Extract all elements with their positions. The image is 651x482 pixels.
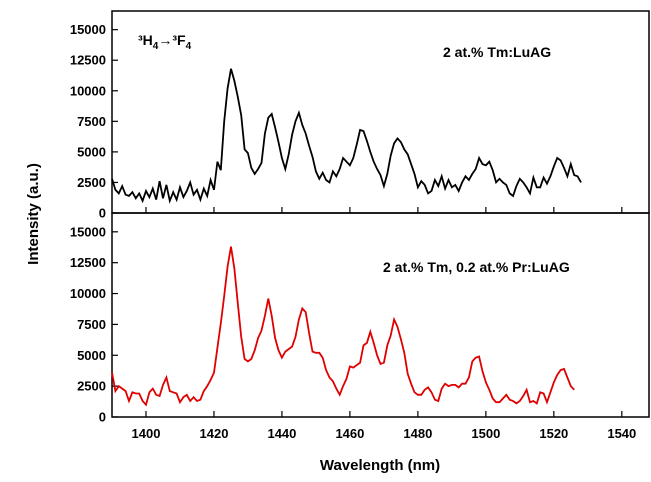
top-y-tick-label: 7500 [77, 114, 106, 129]
x-tick-label: 1420 [200, 426, 229, 441]
x-tick-label: 1440 [267, 426, 296, 441]
bottom-panel-frame [111, 212, 650, 418]
bottom-y-tick-label: 12500 [70, 255, 106, 270]
bottom-y-tick-label: 2500 [77, 379, 106, 394]
top-y-axis: 0 2500 5000 7500 10000 12500 15000 [70, 22, 118, 221]
x-tick-label: 1480 [403, 426, 432, 441]
transition-annotation: ³H4→³F4 [138, 32, 192, 52]
top-sample-label: 2 at.% Tm:LuAG [443, 44, 551, 60]
y-axis-title: Intensity (a.u.) [25, 163, 42, 265]
top-y-tick-label: 0 [99, 206, 106, 221]
bottom-y-tick-label: 5000 [77, 348, 106, 363]
x-axis: 1400 1420 1440 1460 1480 1500 1520 1540 [132, 207, 636, 441]
bottom-y-tick-label: 7500 [77, 317, 106, 332]
bottom-series-line [111, 246, 575, 407]
bottom-y-axis: 0 2500 5000 7500 10000 12500 15000 [70, 224, 118, 425]
x-tick-label: 1460 [335, 426, 364, 441]
x-tick-label: 1400 [132, 426, 161, 441]
bottom-y-tick-label: 15000 [70, 224, 106, 239]
x-tick-label: 1540 [607, 426, 636, 441]
top-y-tick-label: 15000 [70, 22, 106, 37]
top-y-tick-label: 12500 [70, 53, 106, 68]
top-y-tick-label: 10000 [70, 83, 106, 98]
bottom-sample-label: 2 at.% Tm, 0.2 at.% Pr:LuAG [383, 259, 570, 275]
x-axis-title: Wavelength (nm) [320, 457, 440, 474]
bottom-y-tick-label: 0 [99, 410, 106, 425]
top-panel-frame [111, 10, 650, 214]
x-tick-label: 1520 [539, 426, 568, 441]
top-y-tick-label: 2500 [77, 175, 106, 190]
top-y-tick-label: 5000 [77, 144, 106, 159]
top-series-line [111, 68, 582, 204]
x-tick-label: 1500 [471, 426, 500, 441]
bottom-y-tick-label: 10000 [70, 286, 106, 301]
